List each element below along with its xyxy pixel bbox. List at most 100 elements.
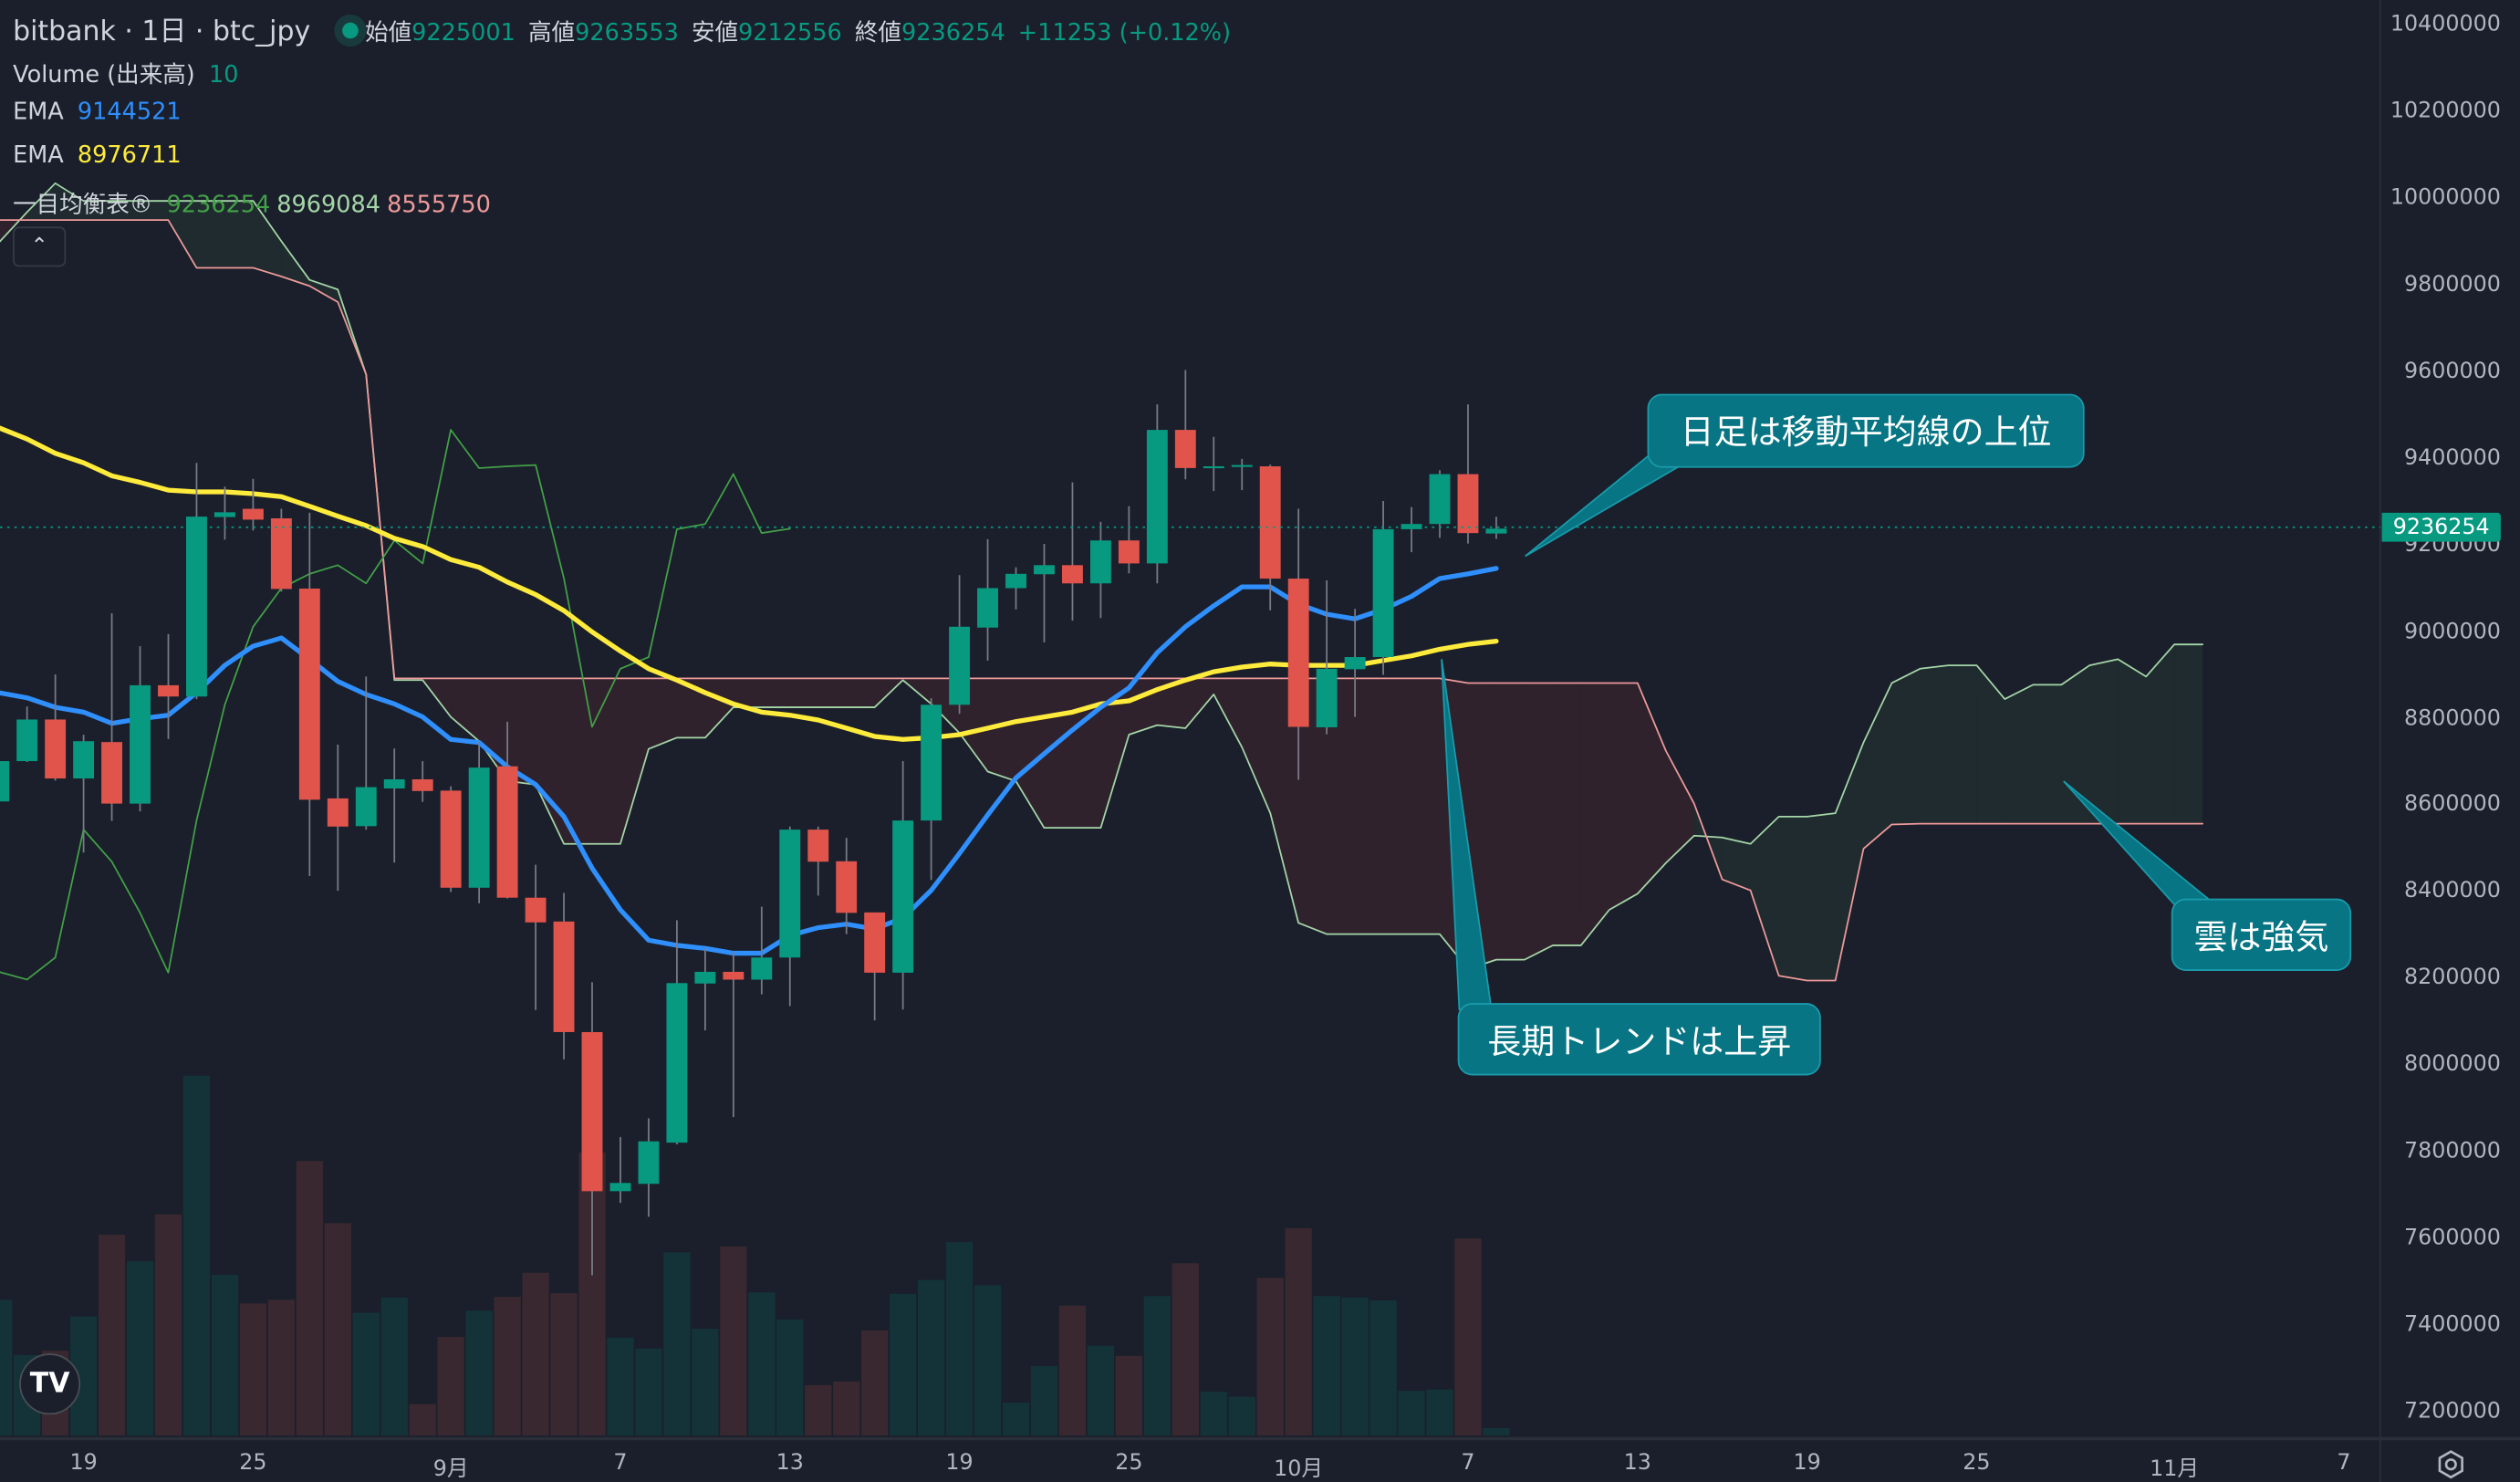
close-value: 9236254 bbox=[901, 20, 1005, 47]
volume-bar bbox=[550, 1293, 578, 1436]
volume-bar bbox=[1143, 1296, 1171, 1436]
candle-body bbox=[1457, 474, 1479, 534]
candle-body bbox=[807, 830, 829, 862]
candle-body bbox=[468, 767, 490, 888]
volume-bar bbox=[0, 1299, 13, 1436]
ema-slow-legend[interactable]: EMA 8976711 bbox=[13, 143, 188, 169]
volume-legend[interactable]: Volume (出来高) 10 bbox=[13, 57, 245, 90]
time-tick-label: 13 bbox=[776, 1449, 804, 1477]
ichimoku-lead-a-value: 8969084 bbox=[276, 193, 381, 219]
time-tick-label: 13 bbox=[1623, 1449, 1651, 1477]
tradingview-logo[interactable]: TV bbox=[19, 1353, 81, 1415]
candle-body bbox=[1287, 579, 1309, 727]
cloud-segment bbox=[253, 201, 282, 277]
ema-fast-value: 9144521 bbox=[77, 99, 182, 126]
candle-body bbox=[1174, 430, 1196, 468]
candle-body bbox=[158, 684, 179, 697]
time-tick-label: 19 bbox=[69, 1449, 98, 1477]
price-tick-label: 9600000 bbox=[2403, 358, 2501, 384]
ichimoku-legend[interactable]: 一目均衡表® 9236254 8969084 8555750 bbox=[13, 186, 497, 220]
volume-bars bbox=[0, 1075, 1510, 1436]
cloud-segment bbox=[1863, 683, 1892, 850]
ema-fast-label: EMA bbox=[13, 99, 64, 126]
cloud-segment bbox=[507, 678, 536, 785]
volume-bar bbox=[1341, 1297, 1369, 1436]
price-tick-label: 9000000 bbox=[2403, 618, 2501, 644]
cloud-segment bbox=[26, 183, 56, 221]
cloud-segment bbox=[1072, 678, 1101, 829]
cloud-segment bbox=[1665, 750, 1694, 863]
cloud-segment bbox=[1948, 665, 1977, 824]
price-tick-label: 8600000 bbox=[2403, 791, 2501, 818]
volume-bar bbox=[437, 1337, 464, 1436]
ichimoku-lagging-value: 9236254 bbox=[166, 193, 271, 219]
cloud-segment bbox=[1778, 816, 1807, 981]
candle-body bbox=[553, 921, 575, 1032]
cloud-segment bbox=[1100, 678, 1130, 829]
cloud-segment bbox=[1920, 665, 1949, 824]
cloud-segment bbox=[83, 201, 112, 221]
symbol-title[interactable]: bitbank · 1日 · btc_jpy bbox=[13, 16, 311, 48]
cloud-segment bbox=[196, 201, 225, 268]
candle-body bbox=[16, 719, 38, 762]
cloud-segment bbox=[1835, 742, 1864, 981]
cloud-segment bbox=[2005, 684, 2034, 824]
cloud-segment bbox=[676, 678, 705, 738]
candle-body bbox=[977, 588, 998, 628]
cloud-segment bbox=[1750, 816, 1779, 976]
cloud-segment bbox=[1722, 837, 1751, 891]
candle-body bbox=[213, 512, 235, 517]
candle-body bbox=[186, 517, 207, 697]
candle-body bbox=[921, 704, 942, 821]
volume-bar bbox=[380, 1297, 408, 1436]
cloud-segment bbox=[761, 678, 790, 708]
volume-bar bbox=[1228, 1396, 1255, 1436]
candle-body bbox=[1005, 573, 1026, 589]
candle-body bbox=[638, 1141, 660, 1185]
cloud-segment bbox=[1637, 683, 1666, 894]
candle-body bbox=[242, 508, 264, 520]
ema-fast-legend[interactable]: EMA 9144521 bbox=[13, 99, 188, 125]
candles bbox=[0, 370, 1507, 1276]
cloud-segment bbox=[1213, 678, 1243, 747]
leading-span-b-line bbox=[0, 219, 2204, 982]
cloud-segment bbox=[1327, 678, 1356, 934]
cloud-segment bbox=[987, 678, 1016, 781]
volume-bar bbox=[465, 1310, 493, 1436]
cloud-segment bbox=[1355, 678, 1384, 934]
time-tick-label: 25 bbox=[1115, 1449, 1143, 1477]
cloud-segment bbox=[789, 678, 818, 708]
volume-bar bbox=[692, 1329, 719, 1436]
volume-bar bbox=[890, 1293, 917, 1436]
ema-fast-line bbox=[0, 566, 1499, 956]
annotation-trend[interactable]: 長期トレンドは上昇 bbox=[1457, 1003, 1821, 1076]
volume-bar bbox=[1256, 1278, 1284, 1436]
cloud-segment bbox=[55, 183, 84, 221]
annotation-cloud[interactable]: 雲は強気 bbox=[2171, 898, 2352, 971]
annotation-ma[interactable]: 日足は移動平均線の上位 bbox=[1647, 393, 2085, 468]
cloud-segment bbox=[1580, 683, 1609, 945]
volume-bar bbox=[1115, 1355, 1143, 1436]
cloud-segment bbox=[1411, 678, 1441, 934]
volume-bar bbox=[98, 1235, 126, 1436]
cloud-segment bbox=[1270, 678, 1299, 924]
cloud-segment bbox=[733, 678, 762, 708]
candle-body bbox=[836, 861, 858, 913]
cloud-segment bbox=[224, 201, 254, 268]
candle-body bbox=[1231, 464, 1253, 467]
cloud-segment bbox=[451, 678, 480, 742]
cloud-segment bbox=[620, 678, 649, 844]
volume-bar bbox=[1285, 1227, 1312, 1436]
settings-gear-icon[interactable] bbox=[2435, 1448, 2467, 1480]
cloud-segment bbox=[846, 678, 875, 708]
cloud-segment bbox=[111, 201, 141, 221]
volume-bar bbox=[1058, 1305, 1087, 1436]
symbol-legend[interactable]: bitbank · 1日 · btc_jpy 始値9225001 高値9263553… bbox=[13, 8, 1237, 48]
low-value: 9212556 bbox=[738, 20, 842, 47]
candle-body bbox=[723, 971, 745, 980]
volume-bar bbox=[522, 1272, 549, 1436]
candle-body bbox=[1372, 528, 1394, 658]
collapse-legend-button[interactable]: ⌃ bbox=[13, 226, 67, 267]
